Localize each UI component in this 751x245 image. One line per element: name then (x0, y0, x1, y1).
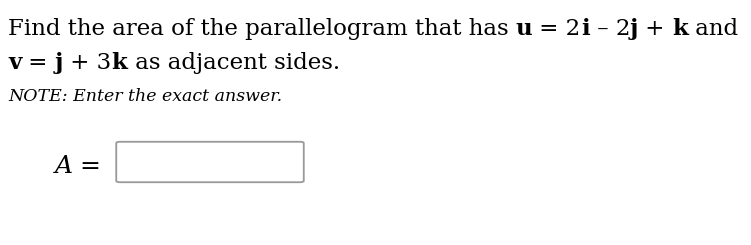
Text: =: = (21, 52, 55, 74)
Text: + 3: + 3 (63, 52, 112, 74)
Text: i: i (581, 18, 590, 40)
Text: j: j (630, 18, 638, 40)
Text: k: k (672, 18, 688, 40)
Text: Find the area of the parallelogram that has: Find the area of the parallelogram that … (8, 18, 516, 40)
Text: NOTE: Enter the exact answer.: NOTE: Enter the exact answer. (8, 88, 282, 105)
Text: – 2: – 2 (590, 18, 630, 40)
Text: v: v (8, 52, 21, 74)
FancyBboxPatch shape (116, 142, 303, 182)
Text: +: + (638, 18, 672, 40)
Text: as adjacent sides.: as adjacent sides. (128, 52, 339, 74)
Text: A =: A = (55, 155, 102, 178)
Text: k: k (112, 52, 128, 74)
Text: and: and (688, 18, 738, 40)
Text: u: u (516, 18, 532, 40)
Text: = 2: = 2 (532, 18, 581, 40)
Text: j: j (55, 52, 63, 74)
